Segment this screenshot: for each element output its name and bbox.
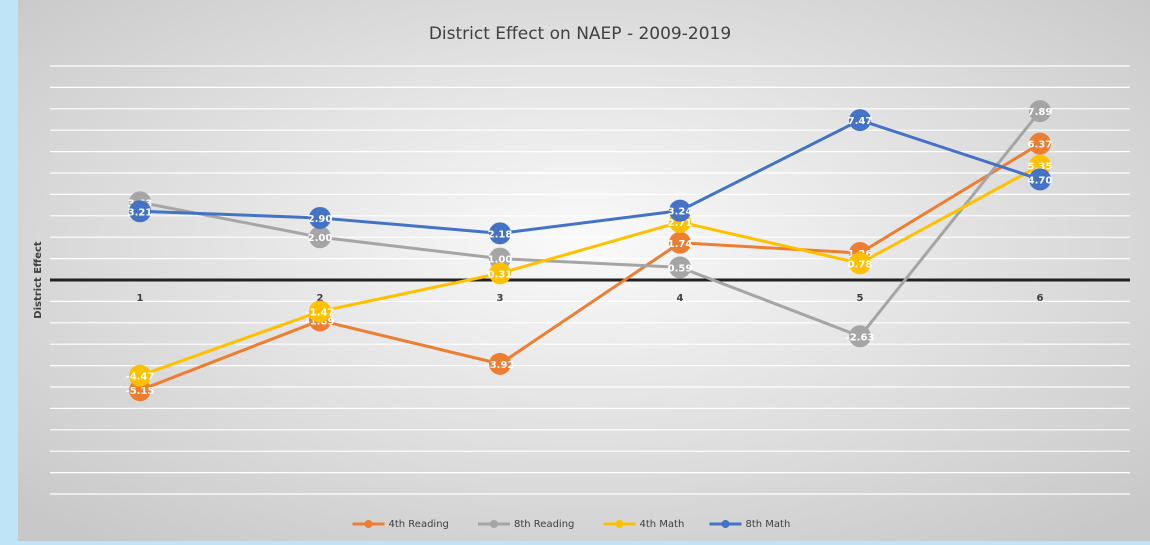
x-tick-label: 5 bbox=[857, 293, 864, 304]
legend-label: 4th Reading bbox=[389, 519, 449, 530]
legend-label: 4th Math bbox=[640, 519, 685, 530]
y-axis-label: District Effect bbox=[33, 241, 44, 319]
legend-marker bbox=[490, 520, 498, 528]
x-tick-label: 4 bbox=[677, 293, 684, 304]
series-line bbox=[139, 164, 1041, 378]
data-label: 7.47 bbox=[848, 116, 873, 127]
legend: 4th Reading 8th Reading 4th Math 8th Math bbox=[352, 519, 791, 530]
legend-marker bbox=[721, 520, 730, 528]
point bbox=[1029, 132, 1051, 155]
data-label: 3.24 bbox=[668, 207, 693, 218]
data-label: 1.00 bbox=[488, 255, 513, 266]
data-label: 0.78 bbox=[848, 259, 873, 270]
data-label: 2.00 bbox=[308, 233, 333, 244]
series-line bbox=[139, 110, 1042, 339]
data-label: -2.63 bbox=[846, 332, 875, 343]
legend-marker bbox=[364, 520, 373, 528]
data-label: -1.47 bbox=[306, 307, 335, 318]
x-tick-label: 3 bbox=[497, 293, 504, 304]
point bbox=[489, 222, 511, 245]
data-label: 3.21 bbox=[128, 207, 153, 218]
point bbox=[849, 252, 871, 275]
series-line bbox=[139, 142, 1041, 392]
point bbox=[309, 206, 331, 229]
point bbox=[669, 256, 691, 279]
data-label: 2.18 bbox=[488, 229, 513, 240]
data-label: 5.35 bbox=[1028, 162, 1053, 173]
data-label: -4.47 bbox=[126, 372, 155, 383]
legend-label: 8th Math bbox=[746, 519, 791, 530]
data-label: 2.71 bbox=[668, 218, 693, 229]
data-label: -3.92 bbox=[486, 360, 515, 371]
point bbox=[129, 364, 151, 387]
x-tick-label: 6 bbox=[1037, 293, 1044, 304]
point bbox=[1029, 168, 1051, 191]
point bbox=[489, 352, 511, 375]
point bbox=[309, 226, 331, 249]
legend-marker bbox=[615, 520, 624, 528]
point bbox=[849, 325, 871, 348]
point bbox=[669, 231, 691, 254]
legend-label: 8th Reading bbox=[514, 519, 574, 530]
data-label: -5.15 bbox=[126, 386, 155, 397]
series-line bbox=[139, 118, 1041, 235]
data-label: 1.74 bbox=[668, 239, 693, 250]
point bbox=[1029, 100, 1051, 123]
data-label: 2.90 bbox=[308, 214, 333, 225]
chart-title: District Effect on NAEP - 2009-2019 bbox=[429, 24, 731, 44]
x-tick-label: 2 bbox=[317, 293, 324, 304]
data-label: 6.37 bbox=[1028, 140, 1053, 151]
point bbox=[489, 262, 511, 285]
point bbox=[669, 199, 691, 222]
data-label: 0.31 bbox=[488, 269, 513, 280]
x-tick-label: 1 bbox=[137, 293, 144, 304]
data-label: 4.70 bbox=[1028, 175, 1053, 186]
data-label: 0.59 bbox=[668, 263, 693, 274]
point bbox=[849, 109, 871, 132]
chart-background bbox=[18, 0, 1150, 541]
data-label: 7.89 bbox=[1028, 107, 1053, 118]
point bbox=[129, 200, 151, 223]
point bbox=[309, 300, 331, 323]
